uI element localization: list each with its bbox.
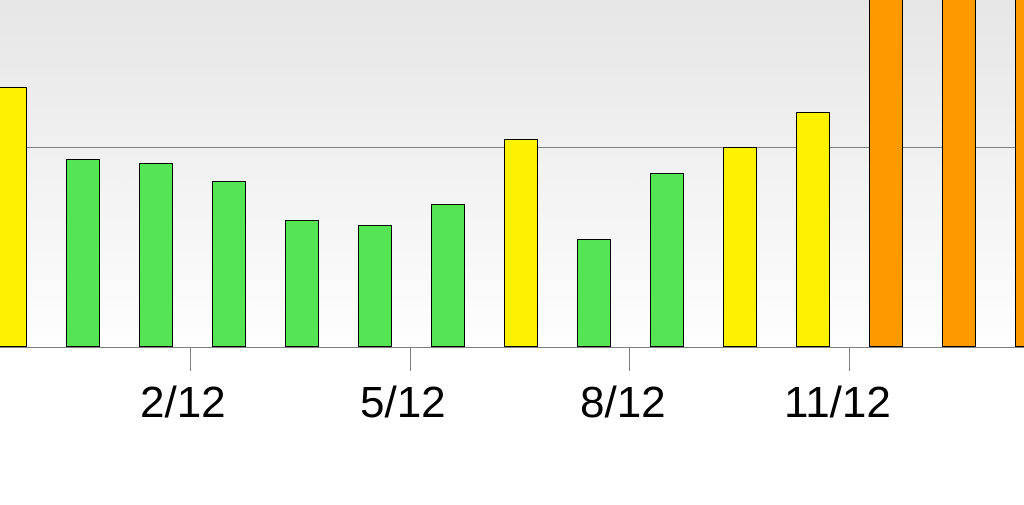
bar (577, 239, 611, 347)
bar (139, 163, 173, 347)
x-tick (190, 347, 191, 371)
x-tick (849, 347, 850, 371)
x-tick-label: 2/12 (140, 378, 226, 428)
x-tick (629, 347, 630, 371)
bar (796, 112, 830, 347)
bar-chart: )/112/125/128/1211/12 (0, 0, 1024, 505)
x-axis-baseline (0, 347, 1024, 348)
bar (285, 220, 319, 347)
bar (66, 159, 100, 347)
bar (358, 225, 392, 347)
bar (650, 173, 684, 347)
x-tick-label: 5/12 (360, 378, 446, 428)
bar (212, 181, 246, 347)
x-tick-label: 8/12 (580, 378, 666, 428)
bar (0, 87, 27, 347)
x-tick-label: 11/12 (784, 378, 891, 428)
bar (431, 204, 465, 347)
x-tick (410, 347, 411, 371)
bar (504, 139, 538, 347)
bar (723, 147, 757, 347)
bar (942, 0, 976, 347)
bar (1015, 0, 1024, 347)
bar (869, 0, 903, 347)
